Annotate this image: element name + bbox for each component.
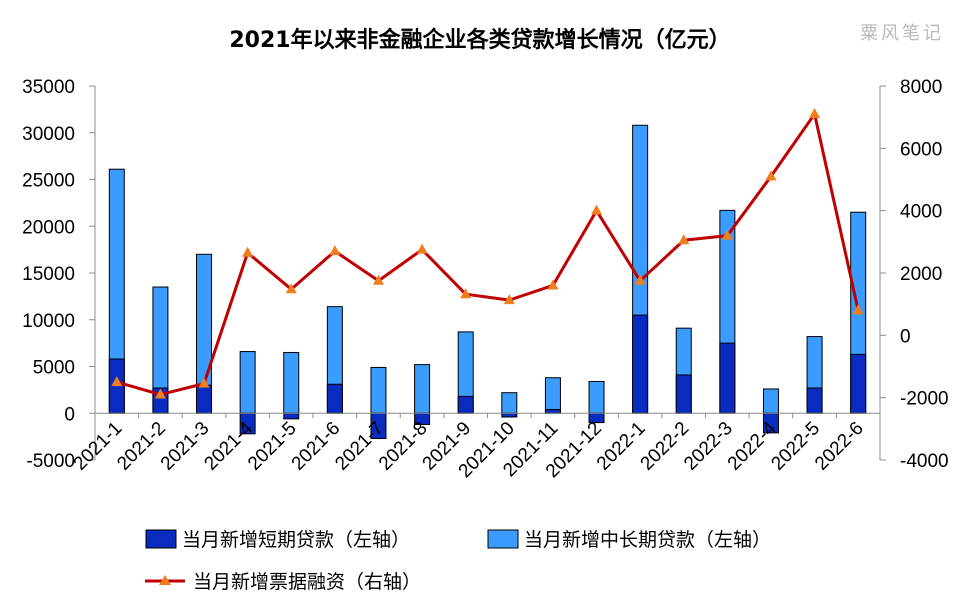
left-tick-label: 25000 <box>22 171 75 192</box>
left-tick-label: 35000 <box>22 77 75 98</box>
x-tick-label: 2022-3 <box>680 418 737 475</box>
short-term-loan-bar <box>544 409 561 414</box>
short-term-loan-bar <box>719 342 736 414</box>
left-tick-label: 5000 <box>33 358 75 379</box>
bill-financing-point <box>198 377 210 388</box>
bill-financing-point <box>591 204 603 215</box>
right-tick-label: -4000 <box>900 451 949 472</box>
short-term-loan-bar <box>632 314 649 414</box>
long-term-loan-bar <box>414 364 431 414</box>
bill-financing-point <box>503 294 515 305</box>
legend-item-short-term: 当月新增短期贷款（左轴） <box>145 529 410 551</box>
short-term-loan-bar <box>196 384 213 414</box>
x-tick-label: 2022-4 <box>724 418 781 475</box>
x-tick-label: 2021-6 <box>288 418 345 475</box>
legend-label-short-term: 当月新增短期贷款（左轴） <box>182 529 410 551</box>
long-term-loan-bar <box>283 351 300 414</box>
short-term-loan-bar <box>457 395 474 414</box>
x-tick-label: 2022-2 <box>637 418 694 475</box>
right-tick-label: -2000 <box>900 389 949 410</box>
x-tick-label: 2021-3 <box>157 418 214 475</box>
long-term-loan-bar <box>370 366 387 414</box>
left-tick-label: 20000 <box>22 217 75 238</box>
bill-financing-point <box>678 234 690 245</box>
legend-swatch-long-term <box>487 529 519 549</box>
left-tick-label: -5000 <box>26 451 75 472</box>
legend-marker-bill-financing <box>159 575 171 585</box>
legend-item-bill-financing: 当月新增票据融资（右轴） <box>145 571 421 593</box>
legend-swatch-short-term <box>145 529 177 549</box>
x-tick-label: 2021-4 <box>200 418 257 475</box>
long-term-loan-bar <box>588 380 605 414</box>
short-term-loan-bars <box>108 314 867 439</box>
bill-financing-point <box>111 376 123 387</box>
bill-financing-point <box>372 274 384 285</box>
x-tick-labels: 2021-12021-22021-32021-42021-52021-62021… <box>70 413 868 482</box>
short-term-loan-bar <box>326 383 343 414</box>
short-term-loan-bar <box>850 353 867 414</box>
x-tick-label: 2022-1 <box>593 418 650 475</box>
x-tick-label: 2021-2 <box>113 418 170 475</box>
short-term-loan-bar <box>108 358 125 414</box>
bill-financing-point <box>852 304 864 315</box>
chart-title: 2021年以来非金融企业各类贷款增长情况（亿元） <box>229 27 730 53</box>
left-tick-label: 0 <box>64 404 75 425</box>
short-term-loan-bar <box>501 412 518 418</box>
short-term-loan-bar <box>675 374 692 414</box>
long-term-loan-bar <box>544 377 561 414</box>
left-tick-label: 30000 <box>22 124 75 145</box>
bill-financing-point <box>765 170 777 181</box>
bill-financing-point <box>634 274 646 285</box>
left-tick-label: 15000 <box>22 264 75 285</box>
legend-label-bill-financing: 当月新增票据融资（右轴） <box>193 571 421 593</box>
bill-financing-point <box>721 229 733 240</box>
long-term-loan-bar <box>501 392 518 414</box>
bill-financing-point <box>460 288 472 299</box>
bill-financing-point <box>416 243 428 254</box>
legend-item-long-term: 当月新增中长期贷款（左轴） <box>487 529 771 551</box>
x-tick-label: 2021-1 <box>70 418 127 475</box>
legend: 当月新增短期贷款（左轴） 当月新增中长期贷款（左轴） 当月新增票据融资（右轴） <box>145 529 771 593</box>
watermark: 粟风笔记 <box>860 23 944 44</box>
bill-financing-point <box>242 246 254 257</box>
long-term-loan-bars <box>108 124 867 414</box>
right-tick-label: 2000 <box>900 264 942 285</box>
short-term-loan-bar <box>806 387 823 414</box>
right-tick-label: 0 <box>900 326 911 347</box>
bill-financing-point <box>809 108 821 119</box>
axes: -500005000100001500020000250003000035000… <box>22 77 948 472</box>
right-tick-label: 4000 <box>900 202 942 223</box>
right-tick-label: 6000 <box>900 139 942 160</box>
bill-financing-line-path <box>116 112 860 397</box>
bill-financing-point <box>547 279 559 290</box>
bill-financing-point <box>285 283 297 294</box>
x-tick-label: 2022-6 <box>811 418 868 475</box>
long-term-loan-bar <box>762 388 779 414</box>
bill-financing-line <box>111 108 864 399</box>
left-tick-label: 10000 <box>22 311 75 332</box>
right-tick-label: 8000 <box>900 77 942 98</box>
bill-financing-point <box>329 245 341 256</box>
bill-financing-point <box>154 388 166 399</box>
x-tick-label: 2021-7 <box>331 418 388 475</box>
legend-label-long-term: 当月新增中长期贷款（左轴） <box>524 529 771 551</box>
long-term-loan-bar <box>239 351 256 414</box>
